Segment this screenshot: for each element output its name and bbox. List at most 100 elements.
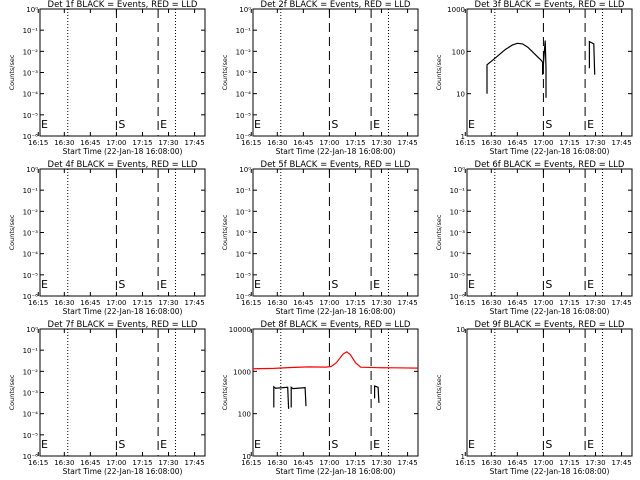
y-tick-label: 1000 [233, 368, 251, 376]
events-series-line [588, 40, 596, 75]
y-tick-label: 10⁻⁶ [23, 453, 39, 461]
marker-e: E [468, 118, 475, 131]
y-tick-label: 100 [452, 48, 465, 56]
x-tick-label: 17:00 [319, 299, 339, 307]
y-axis-label: Counts/sec [435, 54, 443, 90]
y-tick-label: 1000 [447, 6, 465, 14]
panel-det-3: Det 3f BLACK = Events, RED = LLD 1000 100 1… [435, 0, 633, 156]
x-tick-label: 16:45 [507, 299, 527, 307]
x-tick-label: 16:15 [28, 139, 48, 147]
marker-s: S [118, 438, 125, 451]
x-axis-label: Start Time (22-Jan-18 16:08:00) [63, 467, 183, 476]
x-tick-label: 17:15 [132, 299, 152, 307]
x-tick-label: 17:45 [611, 459, 631, 467]
plot-frame [39, 168, 206, 297]
y-tick-label: 10⁻⁴ [23, 91, 39, 99]
y-tick-label: 10⁻⁵ [23, 112, 39, 120]
x-tick-label: 17:00 [533, 459, 553, 467]
y-tick-label: 10⁻¹ [450, 187, 466, 195]
y-tick-label: 10⁰ [26, 166, 38, 174]
marker-e: E [468, 438, 475, 451]
panel-det-9: Det 9f BLACK = Events, RED = LLD 10 1 Count… [435, 320, 633, 476]
y-tick-label: 10⁻⁴ [23, 251, 39, 259]
y-tick-label: 10⁻⁴ [236, 251, 252, 259]
y-tick-label: 10⁻⁶ [23, 133, 39, 141]
x-tick-label: 16:15 [28, 459, 48, 467]
x-tick-label: 17:00 [319, 139, 339, 147]
y-tick-label: 10⁻² [23, 368, 39, 376]
x-tick-label: 16:15 [241, 299, 261, 307]
y-tick-label: 10⁻⁶ [23, 293, 39, 301]
marker-e: E [41, 438, 48, 451]
x-axis-label: Start Time (22-Jan-18 16:08:00) [490, 467, 610, 476]
x-tick-label: 17:45 [184, 299, 204, 307]
x-tick-label: 16:15 [455, 139, 475, 147]
x-tick-label: 16:30 [54, 139, 74, 147]
y-tick-label: 10⁻³ [450, 230, 466, 238]
marker-e: E [254, 118, 261, 131]
y-axis-label: Counts/sec [8, 54, 16, 90]
marker-s: S [331, 278, 338, 291]
x-tick-label: 17:00 [106, 459, 126, 467]
x-tick-label: 17:45 [397, 459, 417, 467]
panel-title: Det 5f BLACK = Events, RED = LLD [261, 160, 411, 170]
events-series-line [486, 40, 547, 98]
marker-e: E [373, 278, 380, 291]
y-tick-label: 10⁰ [26, 6, 38, 14]
x-tick-label: 16:30 [267, 139, 287, 147]
y-tick-label: 10⁰ [26, 326, 38, 334]
plot-frame [466, 328, 633, 457]
x-tick-label: 17:30 [585, 139, 605, 147]
x-tick-label: 16:15 [455, 459, 475, 467]
y-tick-label: 10⁻⁶ [236, 133, 252, 141]
panel-title: Det 9f BLACK = Events, RED = LLD [475, 320, 625, 330]
y-tick-label: 10⁻³ [236, 70, 252, 78]
x-tick-label: 16:45 [80, 139, 100, 147]
events-series-line [290, 386, 307, 408]
plot-frame [252, 168, 419, 297]
x-axis-label: Start Time (22-Jan-18 16:08:00) [276, 147, 396, 156]
y-tick-label: 10 [456, 326, 465, 334]
x-tick-label: 17:30 [585, 459, 605, 467]
y-tick-label: 10⁻⁴ [236, 91, 252, 99]
x-tick-label: 17:45 [184, 459, 204, 467]
y-tick-label: 10⁻⁵ [236, 112, 252, 120]
marker-e: E [41, 278, 48, 291]
x-tick-label: 16:15 [455, 299, 475, 307]
x-tick-label: 16:45 [80, 299, 100, 307]
x-axis-label: Start Time (22-Jan-18 16:08:00) [276, 307, 396, 316]
y-axis-label: Counts/sec [221, 54, 229, 90]
plot-frame [39, 8, 206, 137]
panel-det-1: Det 1f BLACK = Events, RED = LLD 10⁰ 10⁻¹ 1… [8, 0, 206, 156]
x-tick-label: 16:15 [241, 459, 261, 467]
x-tick-label: 16:45 [293, 139, 313, 147]
y-tick-label: 10⁻³ [23, 230, 39, 238]
events-series-line [374, 385, 380, 403]
y-tick-label: 10⁻⁵ [23, 432, 39, 440]
x-tick-label: 17:30 [158, 139, 178, 147]
marker-e: E [373, 438, 380, 451]
y-tick-label: 10⁻² [23, 208, 39, 216]
x-tick-label: 16:30 [267, 299, 287, 307]
x-tick-label: 17:00 [533, 139, 553, 147]
marker-s: S [331, 118, 338, 131]
plot-frame [39, 328, 206, 457]
panel-det-7: Det 7f BLACK = Events, RED = LLD 10⁰ 10⁻¹ 1… [8, 320, 206, 476]
y-axis-label: Counts/sec [221, 214, 229, 250]
x-tick-label: 17:15 [132, 459, 152, 467]
x-tick-label: 16:30 [481, 299, 501, 307]
events-series-line [273, 385, 290, 409]
panel-title: Det 3f BLACK = Events, RED = LLD [475, 0, 625, 10]
x-tick-label: 16:15 [241, 139, 261, 147]
x-tick-label: 17:45 [184, 139, 204, 147]
marker-e: E [587, 118, 594, 131]
x-axis-label: Start Time (22-Jan-18 16:08:00) [490, 307, 610, 316]
x-tick-label: 17:30 [371, 459, 391, 467]
x-tick-label: 17:30 [371, 139, 391, 147]
y-tick-label: 10⁻² [23, 48, 39, 56]
y-tick-label: 10⁻³ [236, 230, 252, 238]
y-axis-label: Counts/sec [435, 214, 443, 250]
x-tick-label: 17:15 [345, 299, 365, 307]
x-tick-label: 17:45 [397, 139, 417, 147]
